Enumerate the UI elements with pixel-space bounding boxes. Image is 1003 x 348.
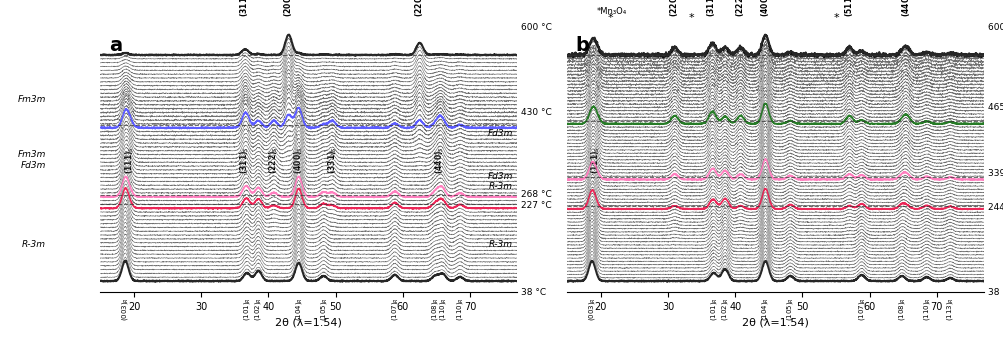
Text: 600 °C: 600 °C xyxy=(987,23,1003,32)
Text: b: b xyxy=(575,36,589,55)
Text: 430 °C: 430 °C xyxy=(521,108,552,117)
Text: (331)$_S$: (331)$_S$ xyxy=(326,146,338,174)
Text: (200)$_{RS}$: (200)$_{RS}$ xyxy=(282,0,295,17)
Text: R-3m: R-3m xyxy=(488,240,513,249)
Text: (311)$_{RS}$: (311)$_{RS}$ xyxy=(239,0,251,17)
Text: (108)$_R$: (108)$_R$ xyxy=(429,298,439,322)
Text: *: * xyxy=(608,13,613,23)
Text: (440)$_{S}$: (440)$_{S}$ xyxy=(900,0,912,17)
Text: 600 °C: 600 °C xyxy=(521,23,552,32)
Text: (110)$_R$: (110)$_R$ xyxy=(921,298,931,322)
Text: (110)$_R$: (110)$_R$ xyxy=(454,298,464,322)
X-axis label: 2θ (λ=1.54): 2θ (λ=1.54) xyxy=(741,318,808,327)
Text: (311)$_{S}$: (311)$_{S}$ xyxy=(705,0,717,17)
Text: *: * xyxy=(688,13,694,23)
Text: (105)$_R$: (105)$_R$ xyxy=(318,298,328,322)
Text: (400)$_{S}$: (400)$_{S}$ xyxy=(758,0,771,17)
Text: (107)$_R$: (107)$_R$ xyxy=(856,298,866,322)
Text: (102)$_R$: (102)$_R$ xyxy=(719,298,729,322)
Text: (105)$_R$: (105)$_R$ xyxy=(784,298,794,322)
Text: (311)$_S$: (311)$_S$ xyxy=(239,146,251,174)
Text: (110)$_R$: (110)$_R$ xyxy=(437,298,447,322)
Text: (113)$_R$: (113)$_R$ xyxy=(945,298,955,322)
Text: (220)$_{S}$: (220)$_{S}$ xyxy=(668,0,680,17)
Text: (107)$_R$: (107)$_R$ xyxy=(389,298,399,322)
Text: 227 °C: 227 °C xyxy=(521,200,552,209)
Text: Fd3m
R-3m: Fd3m R-3m xyxy=(487,172,513,191)
Text: Fm3m
Fd3m: Fm3m Fd3m xyxy=(18,150,46,170)
Text: 268 °C: 268 °C xyxy=(521,190,552,199)
Text: (104)$_R$: (104)$_R$ xyxy=(294,298,303,322)
Text: R-3m: R-3m xyxy=(22,240,46,249)
Text: 339 °C: 339 °C xyxy=(987,169,1003,178)
Text: (222)$_S$: (222)$_S$ xyxy=(268,146,280,174)
Text: (101)$_R$: (101)$_R$ xyxy=(708,298,718,322)
X-axis label: 2θ (λ=1.54): 2θ (λ=1.54) xyxy=(275,318,342,327)
Text: (111)$_S$: (111)$_S$ xyxy=(123,146,135,174)
Text: (101)$_R$: (101)$_R$ xyxy=(242,298,252,322)
Text: (102)$_R$: (102)$_R$ xyxy=(253,298,263,322)
Text: a: a xyxy=(108,36,121,55)
Text: (111)$_S$: (111)$_S$ xyxy=(589,146,602,174)
Text: 244 °C: 244 °C xyxy=(987,203,1003,212)
Text: 465 °C: 465 °C xyxy=(987,103,1003,112)
Text: *Mn₃O₄: *Mn₃O₄ xyxy=(596,7,626,16)
Text: Fm3m: Fm3m xyxy=(18,95,46,104)
Text: (400)$_S$: (400)$_S$ xyxy=(292,146,305,174)
Text: (108)$_R$: (108)$_R$ xyxy=(896,298,906,322)
Text: 38 °C: 38 °C xyxy=(987,288,1003,297)
Text: (003)$_R$: (003)$_R$ xyxy=(587,298,597,322)
Text: (511)$_{S}$: (511)$_{S}$ xyxy=(843,0,855,17)
Text: (222)$_{S}$: (222)$_{S}$ xyxy=(733,0,746,17)
Text: (003)$_R$: (003)$_R$ xyxy=(120,298,130,322)
Text: (440)$_S$: (440)$_S$ xyxy=(433,146,445,174)
Text: *: * xyxy=(832,13,839,23)
Text: 38 °C: 38 °C xyxy=(521,288,546,297)
Text: (220)$_{RS}$: (220)$_{RS}$ xyxy=(413,0,425,17)
Text: (104)$_R$: (104)$_R$ xyxy=(759,298,769,322)
Text: Fd3m: Fd3m xyxy=(487,129,513,138)
